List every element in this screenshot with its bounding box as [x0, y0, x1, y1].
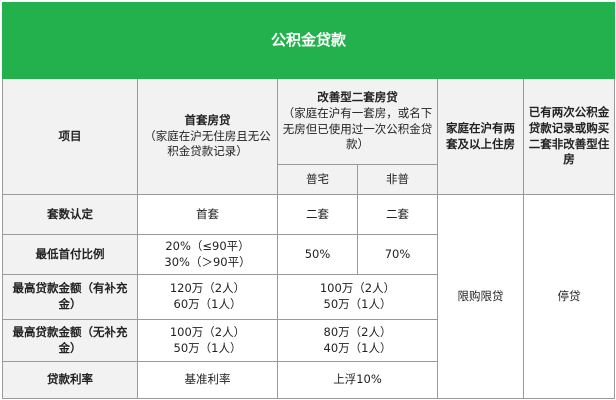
down-payment-first: 20%（≤90平） 30%（＞90平） — [137, 234, 278, 275]
row-label-count: 套数认定 — [2, 194, 138, 235]
table-row: 最高贷款金额（有补充金） 120万（2人） 60万（1人） 100万（2人） 5… — [2, 274, 615, 320]
row-label-down-payment: 最低首付比例 — [2, 234, 138, 275]
table-title: 公积金贷款 — [1, 2, 616, 79]
down-payment-non-normal: 70% — [357, 234, 438, 275]
max-loan-supp-second-line1: 100万（2人） — [319, 281, 396, 296]
stopped-cell: 停贷 — [522, 194, 616, 399]
row-label-max-loan-supp: 最高贷款金额（有补充金） — [2, 274, 138, 320]
header-row: 项目 首套房贷 （家庭在沪无住房且无公积金贷款记录） 改善型二套房贷 （家庭在沪… — [2, 78, 616, 195]
down-payment-first-line1: 20%（≤90平） — [165, 238, 250, 253]
count-first: 首套 — [137, 194, 278, 235]
down-payment-first-line2: 30%（＞90平） — [164, 254, 251, 269]
subheader-row: 普宅 非普 — [3, 164, 615, 195]
table-row: 最低首付比例 20%（≤90平） 30%（＞90平） 50% 70% — [2, 234, 615, 275]
max-loan-nosupp-first-line1: 100万（2人） — [169, 324, 246, 339]
row-label-rate: 贷款利率 — [2, 361, 138, 399]
row-label-max-loan-nosupp: 最高贷款金额（无补充金） — [2, 319, 138, 362]
max-loan-supp-first-line1: 120万（2人） — [169, 281, 246, 296]
max-loan-supp-first: 120万（2人） 60万（1人） — [137, 274, 278, 320]
header-improved-second: 改善型二套房贷 （家庭在沪有一套房，或名下无房但已使用过一次公积金贷款） — [277, 78, 438, 165]
title-row: 公积金贷款 — [1, 2, 616, 79]
table-row: 最高贷款金额（无补充金） 100万（2人） 50万（1人） 80万（2人） 40… — [2, 319, 615, 362]
first-home-note: （家庭在沪无住房且无公积金贷款记录） — [144, 128, 271, 159]
max-loan-nosupp-second-line2: 40万（1人） — [323, 340, 392, 355]
max-loan-supp-second: 100万（2人） 50万（1人） — [277, 274, 438, 320]
header-first-home: 首套房贷 （家庭在沪无住房且无公积金贷款记录） — [137, 78, 278, 195]
improved-second-note: （家庭在沪有一套房，或名下无房但已使用过一次公积金贷款） — [282, 105, 433, 152]
improved-second-name: 改善型二套房贷 — [317, 90, 398, 105]
header-two-loans: 已有两次公积金贷款记录或购买二套非改善型住房 — [522, 78, 616, 195]
rate-first: 基准利率 — [137, 361, 278, 399]
max-loan-supp-first-line2: 60万（1人） — [173, 297, 242, 311]
header-two-plus-homes: 家庭在沪有两套及以上住房 — [437, 78, 524, 195]
table-row: 套数认定 首套 二套 二套 限购限贷 停贷 — [2, 194, 616, 399]
max-loan-nosupp-first: 100万（2人） 50万（1人） — [137, 319, 278, 362]
subheader-normal: 普宅 — [277, 164, 358, 195]
rate-second: 上浮10% — [277, 361, 438, 399]
max-loan-nosupp-second: 80万（2人） 40万（1人） — [277, 319, 438, 362]
header-item: 项目 — [2, 78, 138, 195]
table-row: 贷款利率 基准利率 上浮10% — [2, 361, 615, 399]
restricted-cell: 限购限贷 — [437, 194, 524, 399]
max-loan-supp-second-line2: 50万（1人） — [323, 297, 392, 311]
count-non-normal: 二套 — [357, 194, 438, 235]
max-loan-nosupp-second-line1: 80万（2人） — [323, 324, 392, 339]
max-loan-nosupp-first-line2: 50万（1人） — [173, 340, 242, 355]
subheader-non-normal: 非普 — [357, 164, 438, 195]
down-payment-normal: 50% — [277, 234, 358, 275]
first-home-name: 首套房贷 — [184, 113, 231, 128]
count-normal: 二套 — [277, 194, 358, 235]
